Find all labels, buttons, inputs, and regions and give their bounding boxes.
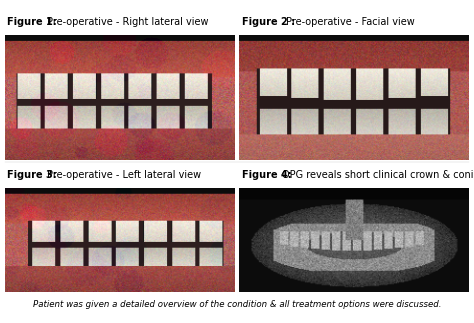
Text: Pre-operative - Left lateral view: Pre-operative - Left lateral view <box>47 171 201 181</box>
Text: Pre-operative - Right lateral view: Pre-operative - Right lateral view <box>47 17 209 27</box>
Text: Figure 3:: Figure 3: <box>7 171 57 181</box>
Text: Figure 4:: Figure 4: <box>242 171 292 181</box>
Text: OPG reveals short clinical crown & conical roots: OPG reveals short clinical crown & conic… <box>282 171 474 181</box>
Text: Pre-operative - Facial view: Pre-operative - Facial view <box>286 17 415 27</box>
Text: Figure 2 :: Figure 2 : <box>242 17 295 27</box>
Text: Patient was given a detailed overview of the condition & all treatment options w: Patient was given a detailed overview of… <box>33 300 441 309</box>
Text: Figure 1:: Figure 1: <box>7 17 57 27</box>
